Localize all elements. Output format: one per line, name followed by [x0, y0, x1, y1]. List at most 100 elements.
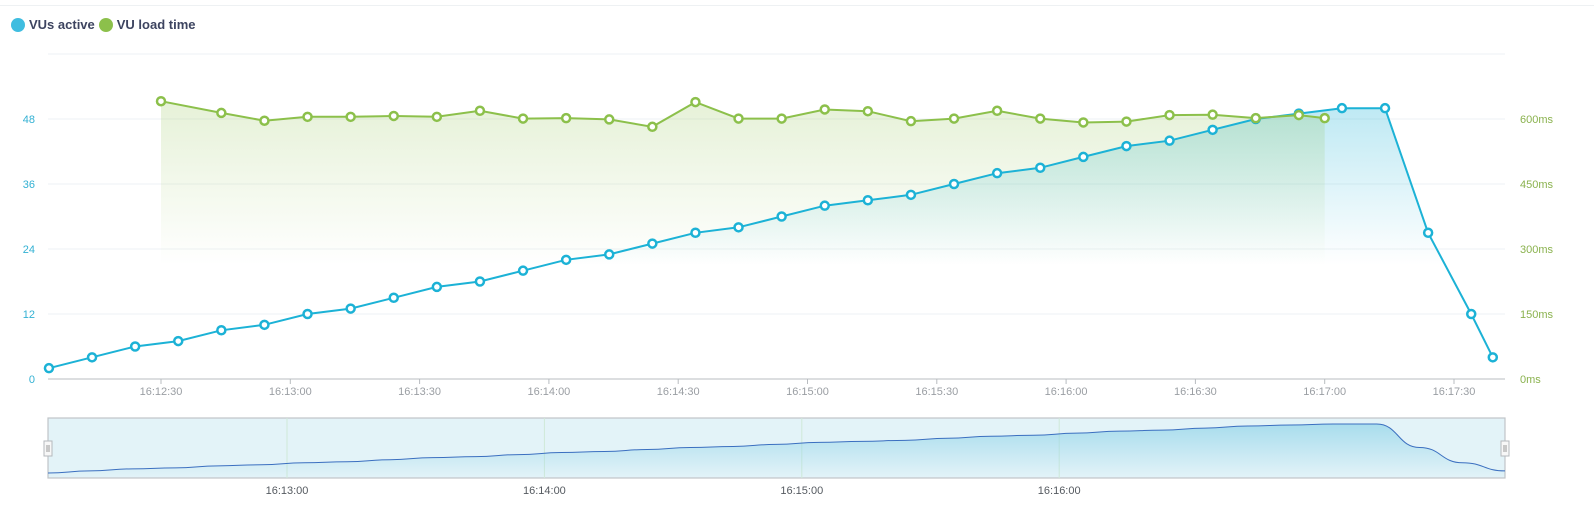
vus-active-point [1207, 124, 1218, 136]
legend-item-vus-active[interactable]: VUs active [11, 17, 95, 32]
x-tick-label: 16:17:00 [1303, 386, 1346, 398]
vu-load-time-point [216, 107, 227, 119]
vus-active-point [1422, 227, 1434, 238]
vu-load-time-point [819, 104, 830, 115]
y-left-tick-label: 24 [23, 244, 35, 256]
vu-load-time-point [1293, 109, 1305, 121]
vus-active-point [1078, 151, 1089, 163]
x-tick-label: 16:17:30 [1433, 386, 1476, 398]
vu-load-time-point [905, 115, 917, 127]
vu-load-time-point [155, 95, 167, 107]
x-tick-label: 16:13:30 [398, 386, 441, 398]
vu-load-time-point [862, 105, 874, 117]
vu-load-time-point [733, 113, 744, 124]
navigator-tick-label: 16:14:00 [523, 485, 566, 497]
vus-active-point [517, 265, 529, 276]
legend-label: VUs active [29, 17, 95, 32]
vus-active-point [647, 238, 658, 249]
navigator-tick-label: 16:13:00 [266, 485, 309, 497]
vus-active-point [690, 227, 701, 238]
vu-load-time-point [647, 121, 658, 133]
navigator: 16:13:00 16:14:00 16:15:00 16:16:00 [43, 417, 1510, 497]
x-tick-label: 16:14:30 [657, 386, 700, 398]
vus-active-point [172, 335, 184, 347]
vus-active-point [86, 352, 98, 363]
y-left-tick-label: 36 [23, 179, 35, 191]
legend-label: VU load time [116, 17, 196, 32]
vus-active-point [216, 325, 227, 336]
vu-load-time-point [991, 105, 1003, 117]
axes: 0 12 24 36 48 0ms 150ms 300ms 450ms 600ms 16:12:30… [23, 114, 1554, 398]
handle-grip-icon [1500, 440, 1510, 457]
legend: VUs active VU load time [11, 17, 196, 32]
vu-load-time-point [517, 113, 529, 124]
vus-active-point [345, 303, 356, 314]
x-tick-label: 16:14:00 [527, 386, 570, 398]
x-tick-label: 16:13:00 [269, 386, 312, 398]
vus-active-point [862, 195, 874, 206]
vu-load-time-point [1250, 112, 1261, 124]
vu-load-time-point [431, 111, 443, 123]
y-right-tick-label: 300ms [1520, 244, 1554, 256]
vu-load-time-point [948, 113, 960, 124]
vu-load-time-line [160, 100, 1325, 128]
x-tick-label: 16:12:30 [140, 386, 183, 398]
vu-load-time-point [776, 113, 787, 124]
vu-load-time-point [302, 111, 313, 123]
y-right-tick-label: 150ms [1520, 309, 1554, 321]
vu-load-time-point [560, 112, 572, 124]
vu-load-time-point [259, 115, 270, 126]
navigator-area [48, 424, 1505, 478]
navigator-tick-label: 16:15:00 [780, 485, 823, 497]
vus-active-point [1121, 140, 1132, 152]
handle-grip-icon [43, 440, 53, 457]
y-right-tick-label: 450ms [1520, 179, 1554, 191]
vu-load-time-point [474, 105, 486, 117]
vus-active-point [819, 200, 830, 211]
vus-active-point [302, 308, 313, 320]
vus-active-point [474, 276, 486, 287]
vus-active-point [259, 319, 270, 331]
vus-active-legend-dot-icon [11, 17, 25, 32]
vus-active-point [1034, 162, 1046, 173]
vus-active-point [388, 292, 399, 303]
vu-load-time-area [161, 101, 1325, 265]
vus-active-point [1379, 102, 1391, 114]
legend-item-vu-load-time[interactable]: VU load time [98, 17, 196, 32]
vus-active-point [776, 211, 787, 222]
vus-active-point [1487, 352, 1499, 363]
vus-active-point [431, 281, 443, 293]
vu-load-time-point [345, 111, 356, 123]
y-right-tick-label: 0ms [1520, 374, 1541, 386]
navigator-line [47, 423, 1506, 474]
vu-load-time-point [1034, 113, 1046, 124]
vus-active-point [603, 249, 615, 260]
vus-active-point [1465, 308, 1477, 320]
vu-load-time-point [690, 96, 701, 108]
vu-load-time-point [1319, 112, 1330, 124]
vus-active-point [129, 341, 141, 352]
vus-active-point [1164, 135, 1175, 146]
series-lines [43, 95, 1499, 374]
x-tick-label: 16:16:30 [1174, 386, 1217, 398]
vu-load-time-legend-dot-icon [98, 17, 113, 32]
navigator-left-handle[interactable] [43, 440, 53, 457]
vus-active-point [1336, 102, 1348, 114]
vus-active-point [733, 222, 744, 233]
vus-active-point [560, 254, 572, 266]
top-divider [0, 5, 1594, 6]
vu-load-time-point [1207, 109, 1218, 120]
y-left-tick-label: 0 [29, 374, 35, 386]
vus-active-point [948, 178, 960, 190]
x-tick-label: 16:16:00 [1045, 386, 1088, 398]
vu-load-time-point [1164, 109, 1175, 121]
vu-load-time-point [603, 114, 615, 125]
vu-load-time-point [388, 110, 399, 122]
navigator-right-handle[interactable] [1500, 440, 1510, 457]
x-tick-label: 16:15:30 [915, 386, 958, 398]
vus-active-point [43, 362, 55, 374]
vu-load-time-point [1078, 117, 1089, 128]
y-right-tick-label: 600ms [1520, 114, 1554, 126]
series-areas [161, 101, 1446, 265]
